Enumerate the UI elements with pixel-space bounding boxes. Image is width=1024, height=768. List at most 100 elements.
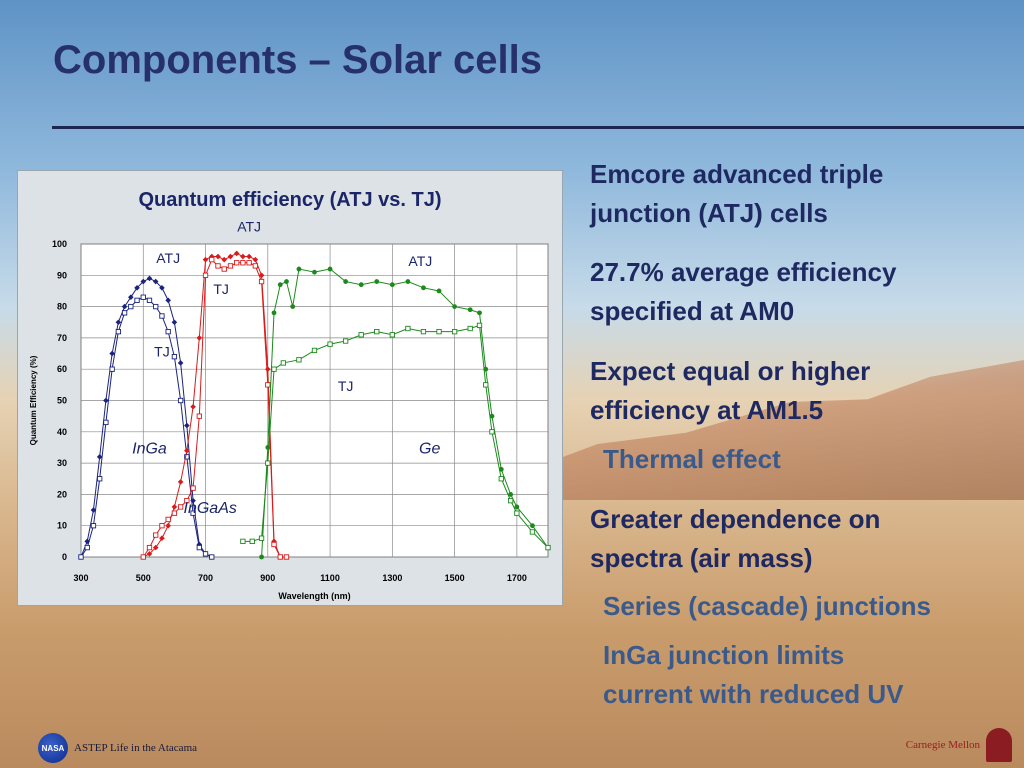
data-point — [215, 263, 221, 269]
data-point — [221, 266, 227, 272]
footer-right-text: Carnegie Mellon — [905, 739, 980, 751]
data-point — [483, 382, 489, 388]
data-point — [258, 535, 265, 541]
data-point — [514, 504, 520, 510]
data-point — [209, 554, 215, 560]
data-point — [436, 288, 442, 294]
bullet-text: efficiency at AM1.5 — [590, 395, 824, 425]
data-point — [283, 554, 290, 560]
data-point — [152, 278, 159, 285]
data-point — [177, 479, 184, 485]
data-point — [374, 279, 380, 284]
data-point — [196, 413, 202, 419]
x-tick-label: 1100 — [320, 573, 340, 583]
chart-annotation: InGaAs — [184, 500, 237, 517]
bullet-text: Expect equal or higher — [590, 356, 871, 386]
data-point — [128, 303, 134, 310]
data-point — [252, 263, 258, 269]
chart-panel: Quantum efficiency (ATJ vs. TJ) 0 10 20 30 4… — [17, 170, 563, 606]
data-point — [277, 554, 283, 560]
data-point — [165, 328, 171, 335]
series-5 — [240, 322, 551, 551]
sub-bullet-text: InGa junction limits — [603, 640, 845, 670]
data-point — [146, 544, 153, 551]
data-point — [140, 278, 147, 285]
series-3 — [140, 256, 290, 560]
data-point — [134, 297, 140, 303]
data-point — [265, 382, 271, 388]
data-point — [327, 266, 333, 272]
data-point — [152, 544, 159, 551]
bullet-text: Greater dependence on — [590, 504, 881, 534]
data-point — [159, 523, 165, 529]
series-line — [80, 277, 212, 558]
data-point — [121, 310, 128, 316]
data-point — [240, 538, 246, 544]
data-point — [115, 328, 122, 335]
data-point — [121, 303, 128, 310]
data-point — [452, 304, 457, 309]
data-point — [389, 282, 395, 288]
data-point — [258, 272, 265, 279]
data-point — [311, 347, 318, 354]
x-tick-label: 900 — [260, 573, 275, 583]
data-point — [165, 522, 171, 529]
data-point — [103, 419, 109, 426]
data-point — [234, 260, 240, 266]
series-4 — [259, 266, 551, 560]
chart-annotation: Ge — [419, 441, 440, 458]
x-tick-label: 1300 — [382, 573, 402, 583]
robotics-institute-logo-icon — [986, 728, 1012, 762]
data-point — [246, 260, 252, 266]
data-point — [507, 498, 514, 504]
data-point — [109, 366, 115, 372]
y-tick-label: 50 — [57, 396, 67, 406]
data-point — [342, 338, 349, 344]
bullet-text: junction (ATJ) cells — [590, 198, 828, 228]
data-point — [171, 354, 178, 360]
data-point — [327, 341, 333, 347]
data-point — [171, 319, 178, 326]
data-point — [84, 544, 90, 551]
data-point — [184, 454, 190, 460]
data-point — [78, 554, 84, 560]
data-point — [249, 538, 255, 544]
title-underline — [52, 126, 1024, 129]
data-point — [202, 551, 209, 557]
data-point — [177, 504, 184, 510]
y-tick-label: 90 — [57, 270, 67, 280]
data-point — [140, 554, 146, 560]
data-point — [498, 476, 504, 482]
data-point — [467, 325, 473, 332]
data-point — [296, 266, 302, 272]
footer-left-text: ASTEP Life in the Atacama — [74, 742, 198, 754]
data-point — [436, 328, 442, 335]
data-point — [159, 535, 165, 542]
chart-annotation: ATJ — [237, 218, 261, 234]
data-point — [358, 332, 364, 338]
data-point — [184, 498, 190, 504]
data-point — [296, 357, 302, 363]
y-tick-label: 80 — [57, 302, 67, 312]
data-point — [271, 541, 277, 548]
data-point — [489, 413, 495, 419]
data-point — [90, 523, 97, 529]
data-point — [159, 313, 165, 319]
bullet-text: Emcore advanced triple — [590, 159, 884, 189]
data-point — [153, 532, 159, 538]
x-tick-label: 1700 — [507, 573, 527, 583]
y-axis-label: Quantum Efficiency (%) — [29, 355, 38, 445]
y-tick-label: 60 — [57, 364, 67, 374]
data-point — [190, 510, 196, 516]
y-tick-label: 30 — [57, 458, 67, 468]
x-tick-label: 700 — [198, 573, 213, 583]
data-point — [265, 366, 271, 372]
data-point — [146, 297, 153, 303]
slide-title: Components – Solar cells — [53, 38, 543, 82]
sub-bullet-text: Thermal effect — [603, 444, 781, 474]
data-point — [530, 523, 535, 529]
chart-annotation: ATJ — [156, 250, 180, 266]
data-point — [177, 360, 184, 366]
data-point — [196, 544, 202, 551]
data-point — [358, 282, 364, 288]
